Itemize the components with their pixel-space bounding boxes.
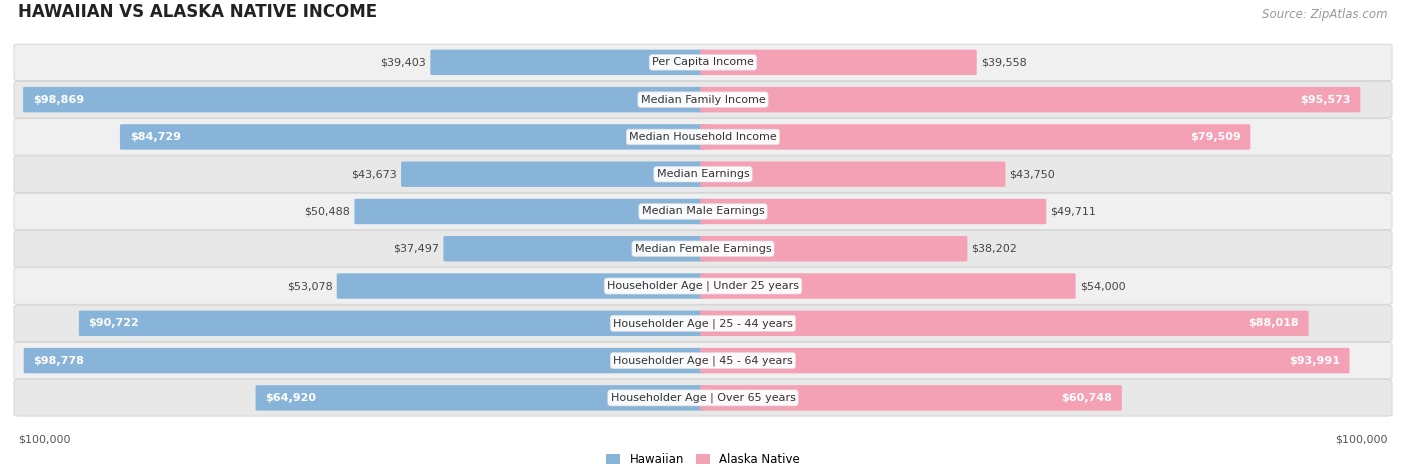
Text: $39,558: $39,558	[981, 57, 1026, 67]
Text: $37,497: $37,497	[394, 244, 439, 254]
Text: $54,000: $54,000	[1080, 281, 1125, 291]
Text: Householder Age | Under 25 years: Householder Age | Under 25 years	[607, 281, 799, 291]
Legend: Hawaiian, Alaska Native: Hawaiian, Alaska Native	[606, 453, 800, 466]
FancyBboxPatch shape	[120, 124, 706, 149]
Text: Per Capita Income: Per Capita Income	[652, 57, 754, 67]
Text: Median Family Income: Median Family Income	[641, 95, 765, 105]
FancyBboxPatch shape	[700, 162, 1005, 187]
FancyBboxPatch shape	[256, 385, 706, 410]
Text: HAWAIIAN VS ALASKA NATIVE INCOME: HAWAIIAN VS ALASKA NATIVE INCOME	[18, 2, 377, 21]
FancyBboxPatch shape	[700, 348, 1350, 373]
Text: Median Male Earnings: Median Male Earnings	[641, 206, 765, 217]
FancyBboxPatch shape	[700, 385, 1122, 410]
Text: Householder Age | 25 - 44 years: Householder Age | 25 - 44 years	[613, 318, 793, 329]
FancyBboxPatch shape	[401, 162, 706, 187]
FancyBboxPatch shape	[14, 380, 1392, 416]
Text: $49,711: $49,711	[1050, 206, 1097, 217]
FancyBboxPatch shape	[22, 87, 706, 113]
Text: $39,403: $39,403	[381, 57, 426, 67]
Text: Householder Age | Over 65 years: Householder Age | Over 65 years	[610, 393, 796, 403]
Text: Median Earnings: Median Earnings	[657, 169, 749, 179]
Text: Householder Age | 45 - 64 years: Householder Age | 45 - 64 years	[613, 355, 793, 366]
FancyBboxPatch shape	[14, 342, 1392, 379]
FancyBboxPatch shape	[430, 50, 706, 75]
FancyBboxPatch shape	[14, 44, 1392, 81]
Text: Median Female Earnings: Median Female Earnings	[634, 244, 772, 254]
FancyBboxPatch shape	[79, 311, 706, 336]
Text: $43,673: $43,673	[352, 169, 396, 179]
FancyBboxPatch shape	[14, 119, 1392, 155]
FancyBboxPatch shape	[24, 348, 706, 373]
FancyBboxPatch shape	[700, 236, 967, 262]
Text: $95,573: $95,573	[1301, 95, 1351, 105]
Text: $98,869: $98,869	[32, 95, 84, 105]
FancyBboxPatch shape	[14, 156, 1392, 192]
Text: $84,729: $84,729	[129, 132, 181, 142]
FancyBboxPatch shape	[700, 87, 1361, 113]
Text: $100,000: $100,000	[18, 435, 70, 445]
FancyBboxPatch shape	[700, 50, 977, 75]
FancyBboxPatch shape	[14, 231, 1392, 267]
FancyBboxPatch shape	[354, 199, 706, 224]
Text: Source: ZipAtlas.com: Source: ZipAtlas.com	[1263, 7, 1388, 21]
FancyBboxPatch shape	[14, 268, 1392, 304]
Text: $50,488: $50,488	[304, 206, 350, 217]
Text: Median Household Income: Median Household Income	[628, 132, 778, 142]
FancyBboxPatch shape	[700, 273, 1076, 299]
Text: $38,202: $38,202	[972, 244, 1018, 254]
Text: $79,509: $79,509	[1189, 132, 1240, 142]
FancyBboxPatch shape	[336, 273, 706, 299]
FancyBboxPatch shape	[700, 124, 1250, 149]
Text: $98,778: $98,778	[34, 355, 84, 366]
Text: $53,078: $53,078	[287, 281, 332, 291]
FancyBboxPatch shape	[443, 236, 706, 262]
Text: $100,000: $100,000	[1336, 435, 1388, 445]
Text: $88,018: $88,018	[1249, 318, 1299, 328]
Text: $43,750: $43,750	[1010, 169, 1056, 179]
Text: $64,920: $64,920	[266, 393, 316, 403]
Text: $60,748: $60,748	[1062, 393, 1112, 403]
FancyBboxPatch shape	[14, 81, 1392, 118]
FancyBboxPatch shape	[700, 199, 1046, 224]
Text: $90,722: $90,722	[89, 318, 139, 328]
FancyBboxPatch shape	[14, 305, 1392, 341]
FancyBboxPatch shape	[700, 311, 1309, 336]
Text: $93,991: $93,991	[1289, 355, 1340, 366]
FancyBboxPatch shape	[14, 193, 1392, 230]
